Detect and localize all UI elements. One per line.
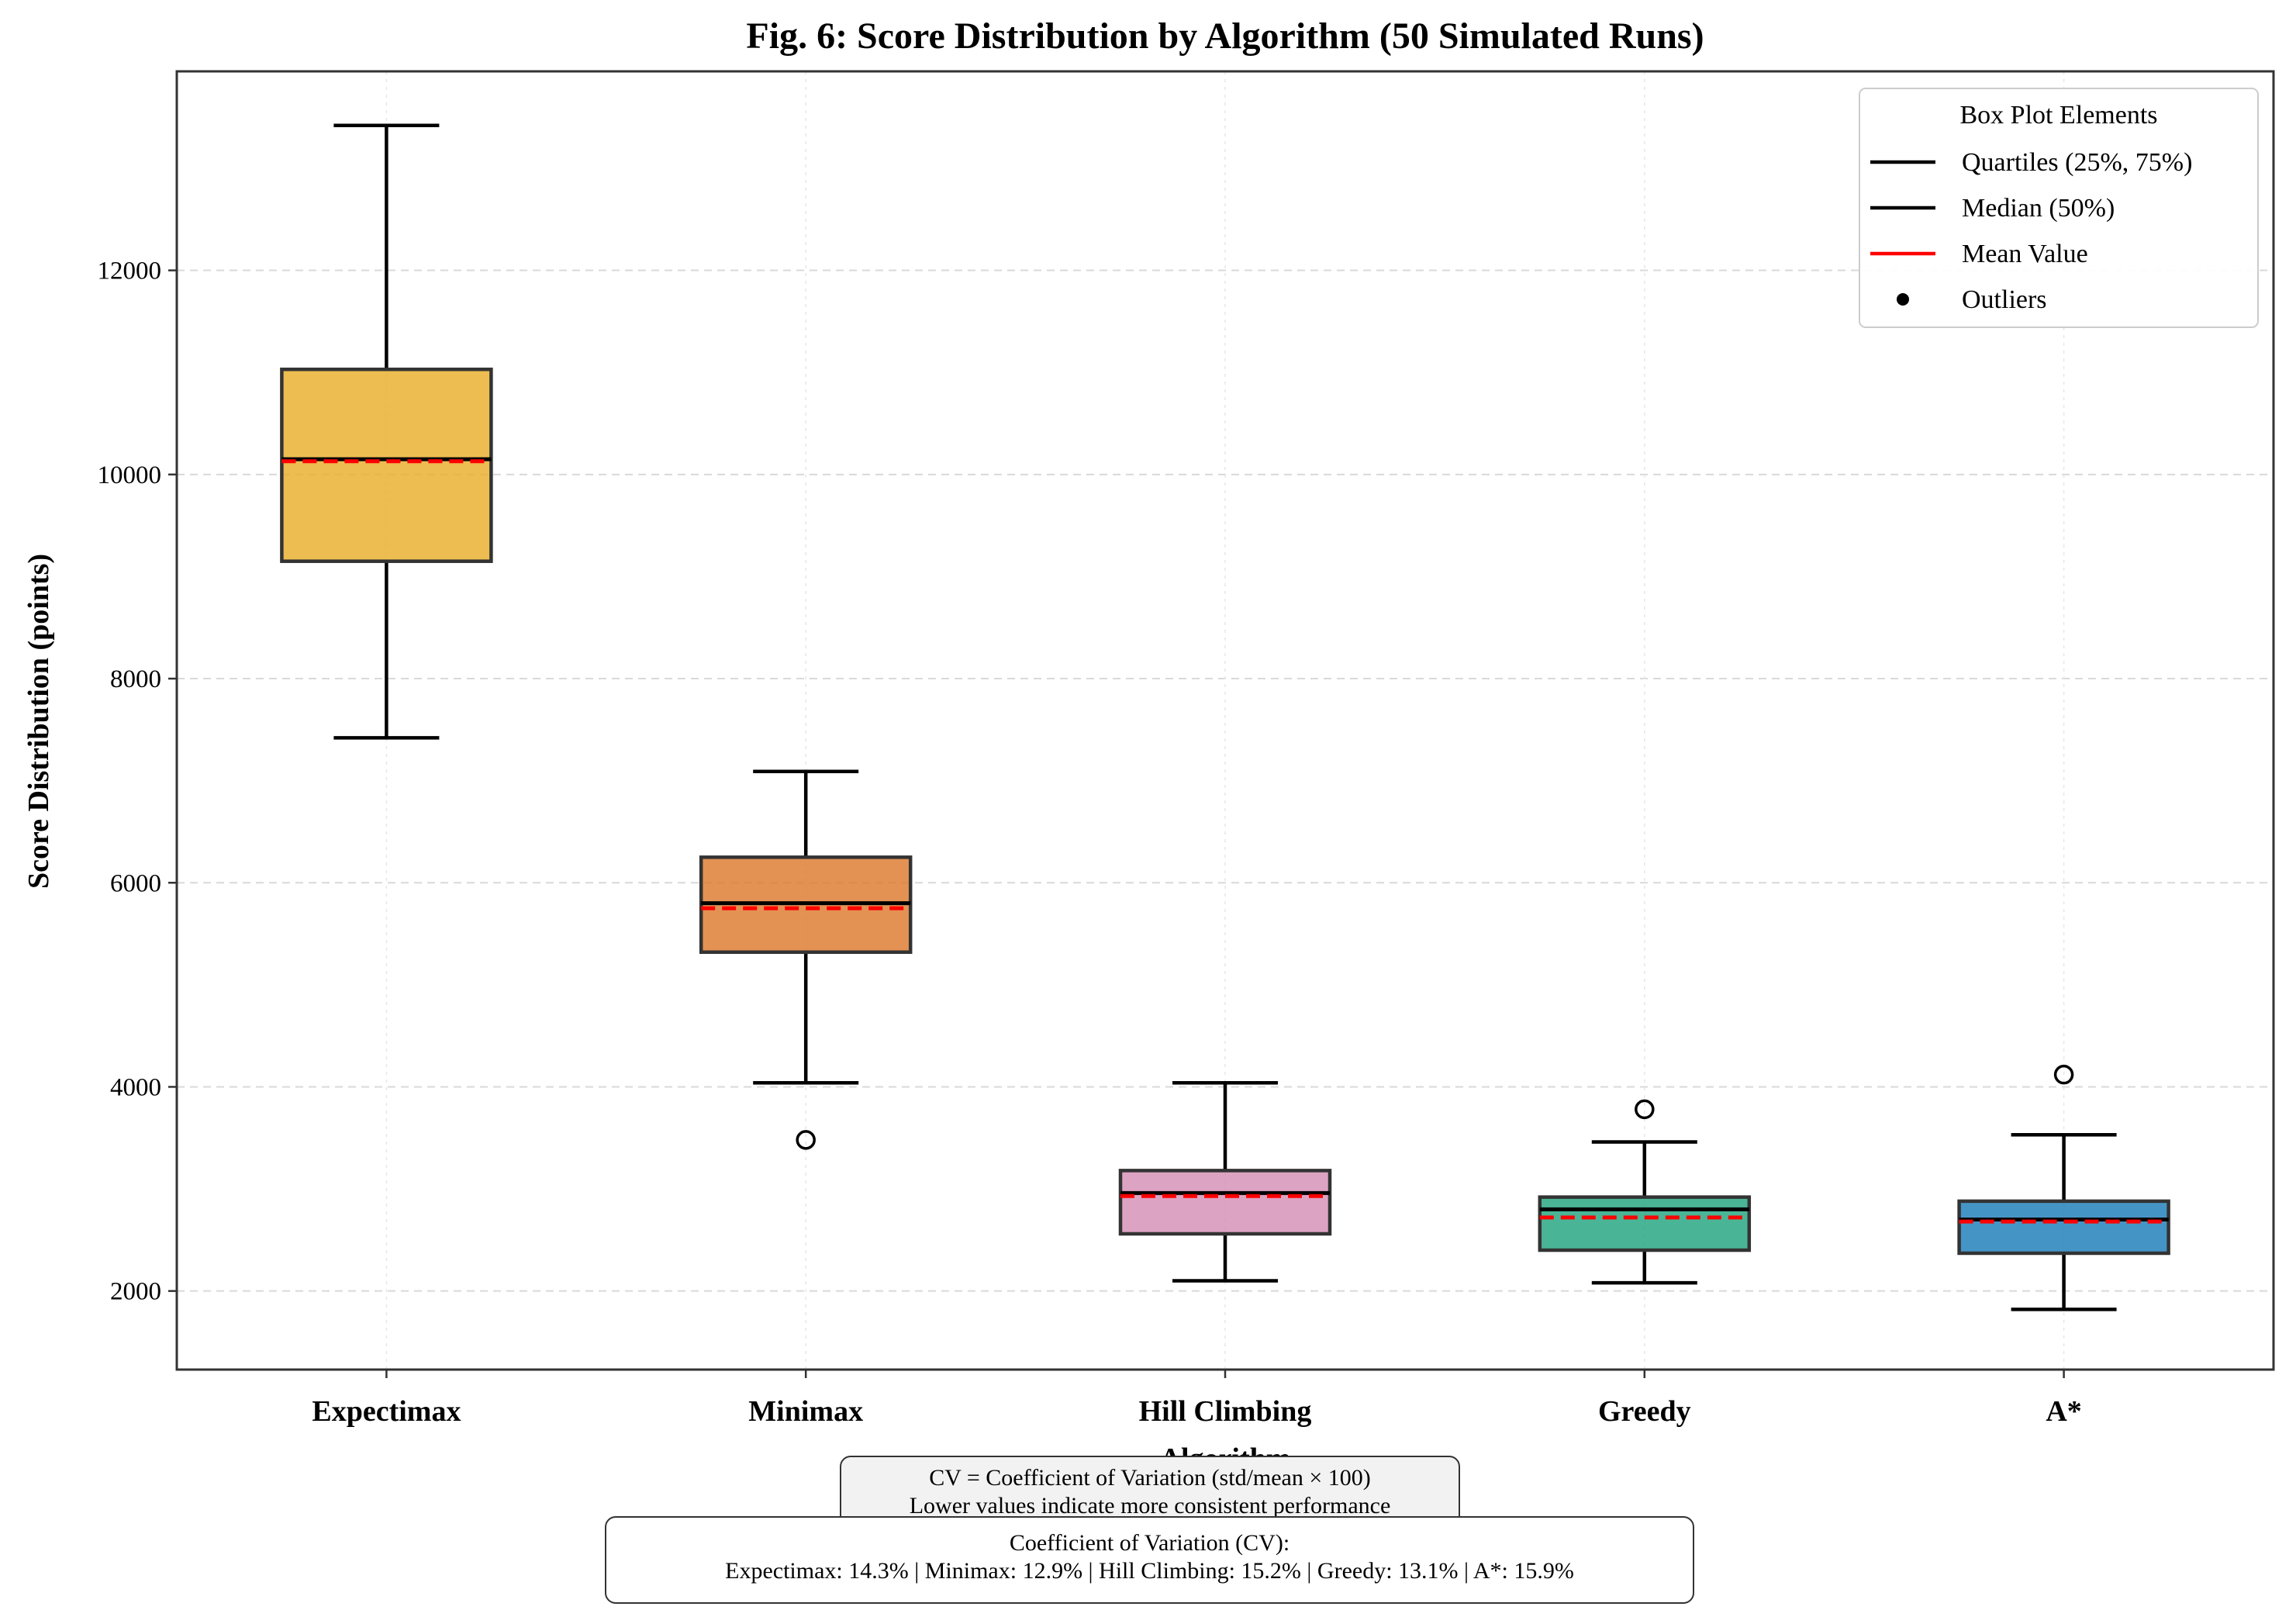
- box-plot: [1538, 1099, 1752, 1285]
- outlier-point: [2053, 1064, 2074, 1085]
- iqr-box: [1538, 1195, 1752, 1252]
- y-tick-label: 6000: [110, 869, 161, 897]
- box-plot: [1118, 1080, 1332, 1283]
- y-tick-label: 8000: [110, 665, 161, 693]
- axes: 2000 4000 6000 8000 10000 12000 Expectimax Mini…: [98, 257, 2082, 1428]
- x-tick-label: Minimax: [748, 1395, 863, 1428]
- legend-label: Outliers: [1962, 285, 2047, 314]
- box-plots: [280, 123, 2170, 1311]
- outlier-point: [1635, 1099, 1655, 1120]
- y-tick-label: 4000: [110, 1073, 161, 1101]
- box-plot: [280, 123, 493, 740]
- legend-frame: [1859, 88, 2259, 328]
- legend-label: Mean Value: [1962, 240, 2088, 268]
- box-plot: [699, 769, 913, 1150]
- x-tick-label: Greedy: [1598, 1395, 1691, 1428]
- x-tick-label: Hill Climbing: [1139, 1395, 1312, 1428]
- legend-label: Median (50%): [1962, 194, 2115, 223]
- cv-summary-values: Expectimax: 14.3% | Minimax: 12.9% | Hil…: [725, 1558, 1574, 1584]
- cv-interpretation-line: Lower values indicate more consistent pe…: [909, 1493, 1391, 1518]
- x-tick-label: Expectimax: [312, 1395, 461, 1428]
- cv-definition-line: CV = Coefficient of Variation (std/mean …: [929, 1465, 1371, 1491]
- legend-label: Quartiles (25%, 75%): [1962, 148, 2192, 177]
- box-plot: [1957, 1064, 2170, 1311]
- legend: Box Plot Elements Quartiles (25%, 75%) Me…: [1859, 88, 2259, 328]
- y-tick-label: 12000: [98, 257, 162, 285]
- y-tick-label: 2000: [110, 1278, 161, 1306]
- cv-summary-title: Coefficient of Variation (CV):: [1009, 1530, 1290, 1556]
- y-axis-label: Score Distribution (points): [22, 554, 55, 889]
- chart-title: Fig. 6: Score Distribution by Algorithm …: [746, 16, 1704, 57]
- iqr-box: [280, 368, 493, 563]
- x-tick-label: A*: [2046, 1395, 2081, 1428]
- iqr-box: [1118, 1169, 1332, 1236]
- cv-summary-box: Coefficient of Variation (CV): Expectima…: [605, 1516, 1694, 1604]
- outlier-point: [796, 1130, 816, 1150]
- iqr-box: [1957, 1199, 2170, 1256]
- legend-title: Box Plot Elements: [1960, 101, 2158, 130]
- legend-dot-swatch: [1897, 293, 1909, 306]
- y-tick-label: 10000: [98, 461, 162, 489]
- grid: [177, 71, 2274, 1370]
